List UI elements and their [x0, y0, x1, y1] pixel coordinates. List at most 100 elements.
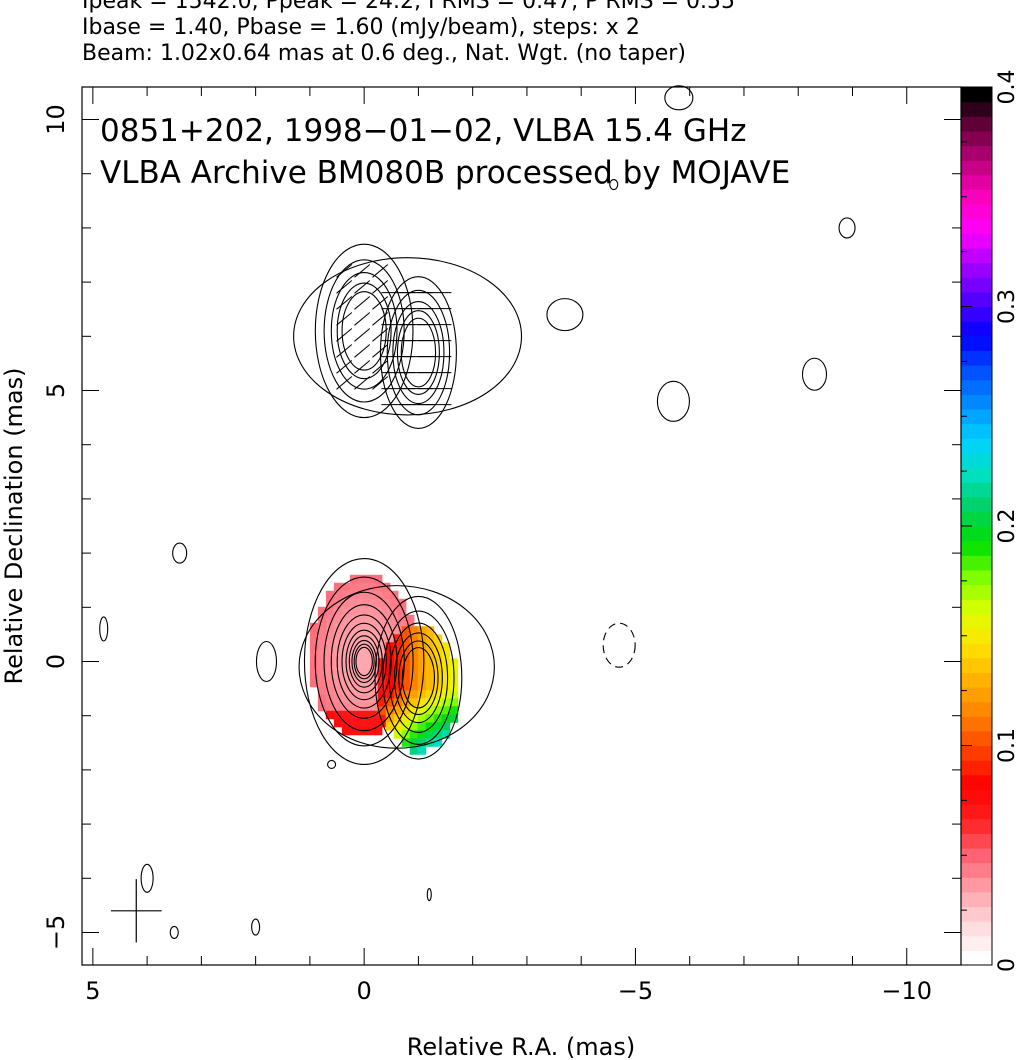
- pol-pixel: [341, 590, 351, 600]
- noise-contour: [609, 179, 619, 191]
- pol-pixel: [365, 614, 375, 624]
- pol-pixel: [349, 670, 359, 680]
- contour-core: [341, 622, 387, 701]
- pol-pixel: [409, 642, 419, 651]
- pol-pixel: [449, 706, 459, 715]
- pol-pixel: [373, 718, 383, 728]
- colorbar-step: [961, 804, 992, 820]
- pol-pixel: [377, 690, 387, 699]
- header-line-2: Ibase = 1.40, Pbase = 1.60 (mJy/beam), s…: [82, 15, 640, 40]
- colorbar-step: [961, 745, 992, 761]
- evpa-tick: [354, 328, 371, 342]
- pol-pixel: [441, 642, 451, 651]
- evpa-tick: [372, 376, 389, 390]
- colorbar-step: [961, 891, 992, 908]
- colorbar-step: [961, 335, 992, 351]
- evpa-tick: [336, 328, 353, 342]
- pol-pixel: [425, 706, 435, 715]
- colorbar: [961, 87, 992, 966]
- intensity-contours: [293, 243, 523, 766]
- pol-pixel: [401, 738, 411, 747]
- processing-note: VLBA Archive BM080B processed by MOJAVE: [100, 155, 790, 191]
- pol-pixel: [333, 598, 343, 608]
- pol-pixel: [325, 670, 335, 680]
- colorbar-step: [961, 482, 992, 498]
- pol-pixel: [317, 630, 327, 640]
- pol-pixel: [405, 614, 415, 624]
- colorbar-step: [961, 247, 992, 264]
- pol-pixel: [333, 614, 343, 624]
- pol-pixel: [373, 598, 383, 608]
- colorbar-step: [961, 672, 992, 688]
- pol-pixel: [381, 590, 391, 600]
- pol-pixel: [425, 658, 435, 667]
- pol-pixel: [393, 690, 403, 699]
- pol-pixel: [385, 690, 395, 699]
- colorbar-step: [961, 701, 992, 717]
- evpa-tick: [354, 280, 371, 294]
- colorbar-step: [961, 599, 992, 615]
- pol-pixel: [441, 698, 451, 707]
- colorbar-step: [961, 628, 992, 644]
- contour-core: [303, 557, 425, 766]
- noise-contour: [801, 357, 828, 391]
- pol-pixel: [409, 738, 419, 747]
- pol-pixel: [417, 738, 427, 747]
- contour-jet: [393, 632, 443, 724]
- pol-pixel: [373, 574, 383, 584]
- noise-contour: [255, 640, 278, 683]
- contour-north-east: [330, 272, 398, 390]
- noise-contour: [664, 85, 694, 111]
- pol-pixel: [373, 710, 383, 720]
- colorbar-step: [961, 174, 992, 191]
- pol-pixel: [357, 622, 367, 632]
- pol-pixel: [349, 694, 359, 704]
- pol-pixel: [425, 722, 435, 731]
- evpa-vectors: [336, 264, 452, 406]
- colorbar-step: [961, 686, 992, 703]
- pol-pixel: [309, 670, 319, 680]
- pol-pixel: [333, 630, 343, 640]
- pol-pixel: [357, 678, 367, 688]
- pol-pixel: [393, 642, 403, 651]
- pol-pixel: [433, 690, 443, 699]
- colorbar-step: [961, 116, 992, 132]
- pol-pixel: [393, 666, 403, 675]
- pol-pixel: [381, 582, 391, 592]
- pol-pixel: [333, 654, 343, 664]
- x-tick-label: 5: [85, 977, 100, 1005]
- pol-pixel: [309, 638, 319, 648]
- pol-pixel: [425, 650, 435, 659]
- pol-pixel: [317, 670, 327, 680]
- evpa-tick: [336, 376, 353, 390]
- pol-pixel: [341, 670, 351, 680]
- pol-pixel: [341, 702, 351, 712]
- pol-pixel: [349, 686, 359, 696]
- pol-pixel: [401, 674, 411, 683]
- colorbar-step: [961, 423, 992, 439]
- pol-pixel: [309, 622, 319, 632]
- pol-pixel: [409, 658, 419, 667]
- x-axis-label: Relative R.A. (mas): [407, 1033, 635, 1060]
- pol-pixel: [425, 666, 435, 675]
- pol-pixel: [425, 626, 435, 635]
- noise-contour: [602, 622, 636, 668]
- pol-pixel: [441, 706, 451, 715]
- evpa-tick: [372, 328, 389, 342]
- colorbar-step: [961, 218, 992, 234]
- colorbar-step: [961, 130, 992, 147]
- pol-pixel: [441, 682, 451, 691]
- pol-pixel: [341, 726, 351, 736]
- pol-pixel: [325, 606, 335, 616]
- pol-pixel: [365, 630, 375, 640]
- evpa-tick: [354, 312, 371, 326]
- colorbar-step: [961, 321, 992, 337]
- pol-pixel: [393, 674, 403, 683]
- pol-pixel: [333, 590, 343, 600]
- pol-pixel: [365, 726, 375, 736]
- pol-pixel: [417, 658, 427, 667]
- colorbar-step: [961, 350, 992, 366]
- pol-pixel: [373, 590, 383, 600]
- pol-pixel: [333, 638, 343, 648]
